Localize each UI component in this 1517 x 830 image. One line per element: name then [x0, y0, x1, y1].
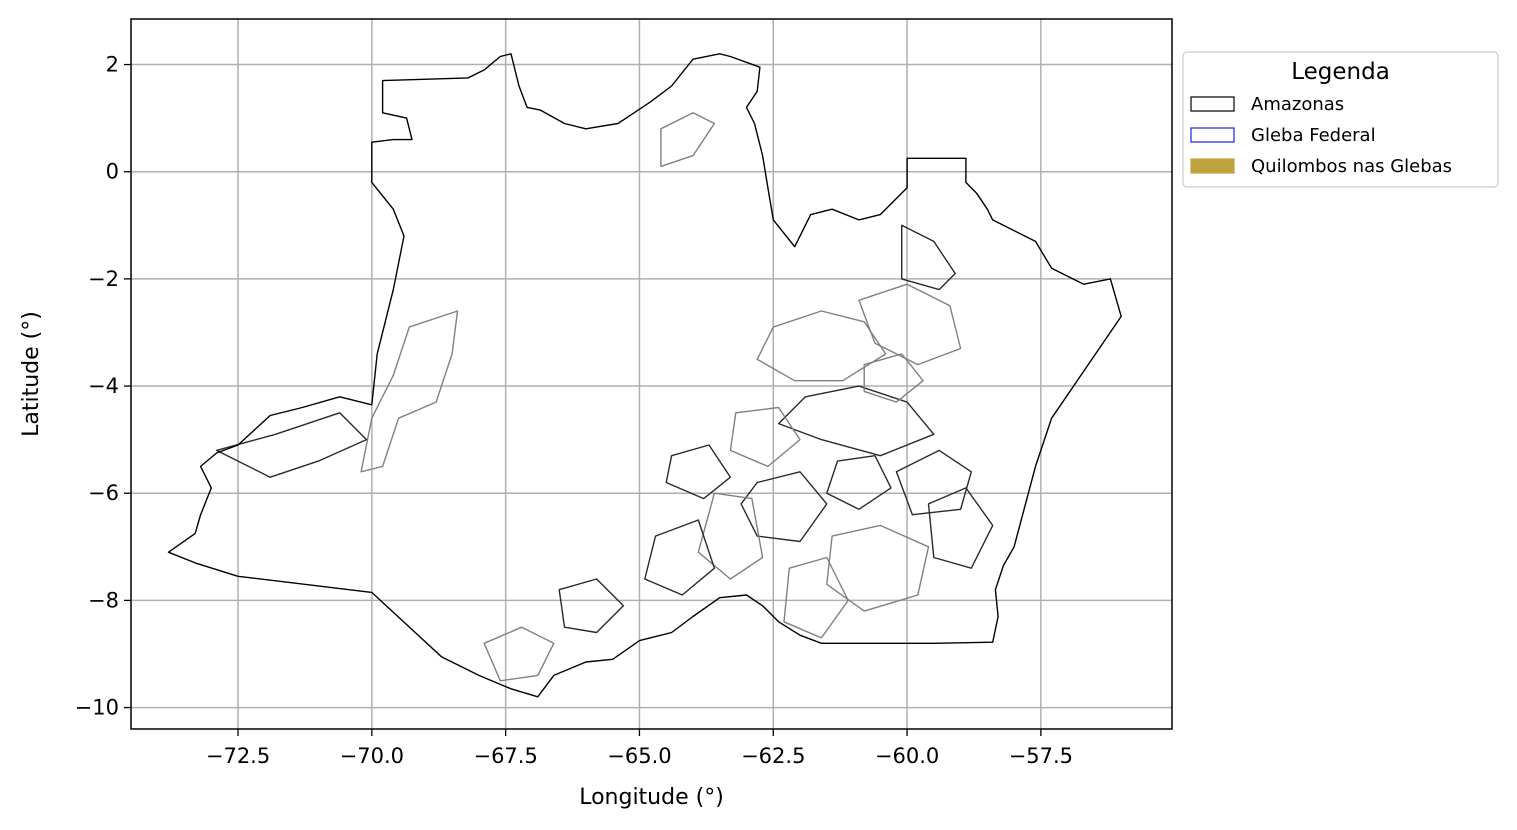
x-tick-label: −62.5: [741, 744, 805, 768]
legend-entry-label: Amazonas: [1251, 94, 1344, 115]
y-tick-label: −8: [88, 588, 119, 612]
x-tick-label: −72.5: [206, 744, 270, 768]
plot-frame: [130, 18, 1173, 730]
gleba-polygon: [644, 519, 716, 596]
legend-swatch: [1190, 158, 1235, 174]
gleba-polygon: [740, 471, 828, 543]
legend: Legenda Amazonas Gleba Federal Quilombos n…: [1182, 51, 1499, 188]
legend-title: Legenda: [1291, 59, 1390, 85]
legend-entries: Amazonas Gleba Federal Quilombos nas Gleba…: [1190, 94, 1452, 177]
gleba-polygon: [660, 112, 716, 168]
gleba-polygon: [697, 492, 764, 580]
y-tick-label: −2: [88, 267, 119, 291]
gleba-polygon: [826, 455, 892, 510]
gleba-polygon: [665, 444, 732, 500]
gleba-polygon: [858, 283, 962, 366]
axis-ticks: −72.5 −70.0 −67.5 −65.0 −62.5 −60.0 −57.5 2 0 −2 −…: [75, 53, 1073, 768]
gleba-polygon: [558, 578, 625, 634]
gleba-polygon: [483, 626, 555, 682]
legend-swatch: [1190, 96, 1235, 112]
x-tick-label: −60.0: [875, 744, 939, 768]
gleba-polygon: [863, 353, 924, 403]
x-tick-label: −67.5: [473, 744, 537, 768]
y-tick-label: −10: [75, 696, 119, 720]
y-tick-label: 0: [106, 160, 119, 184]
grid-lines: [131, 19, 1172, 729]
gleba-polygon: [895, 449, 972, 516]
x-tick-label: −57.5: [1009, 744, 1073, 768]
gleba-polygon: [826, 524, 930, 612]
x-tick-label: −65.0: [607, 744, 671, 768]
x-axis-label: Longitude (°): [579, 785, 724, 810]
gleba-polygon: [360, 310, 459, 473]
gleba-polygon: [927, 487, 994, 569]
legend-entry-label: Quilombos nas Glebas: [1251, 156, 1452, 177]
gleba-polygon: [783, 556, 849, 639]
gleba-polygon: [901, 224, 956, 291]
x-tick-label: −70.0: [340, 744, 404, 768]
y-tick-label: 2: [106, 53, 119, 77]
gleba-polygon: [215, 412, 368, 478]
gleba-polygon: [777, 385, 935, 457]
legend-entry-label: Gleba Federal: [1251, 125, 1376, 146]
y-tick-label: −6: [88, 481, 119, 505]
map-polygons: [167, 53, 1122, 698]
legend-swatch: [1190, 127, 1235, 143]
amazonas-outline: [167, 53, 1122, 698]
y-tick-label: −4: [88, 374, 119, 398]
gleba-polygon: [729, 406, 801, 468]
legend-box: [1182, 51, 1499, 188]
y-axis-label: Latitude (°): [19, 311, 44, 437]
